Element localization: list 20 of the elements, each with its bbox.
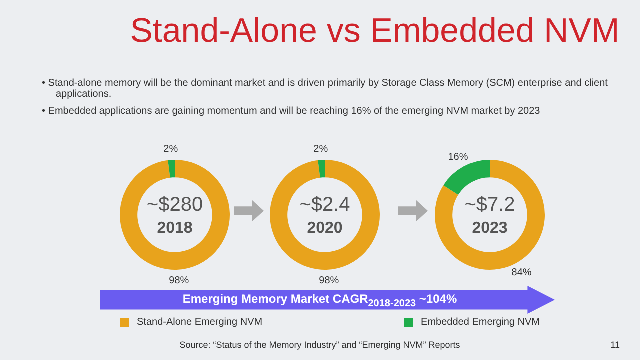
- data-label: 16%: [448, 152, 468, 163]
- text: ~$7.2: [464, 194, 516, 217]
- text: Emerging Memory Market CAGR$_{2018-2023}$ ~104%: [182, 292, 458, 310]
- data-label: 98%: [319, 276, 340, 287]
- text: ~$280: [146, 194, 204, 217]
- chart-title: Stand-Alone vs Embedded NVM: [129, 12, 621, 51]
- text: ~$2.4: [298, 194, 352, 217]
- text: 11: [610, 340, 620, 350]
- legend-label: Embedded Emerging NVM: [420, 317, 540, 328]
- text: • Stand-alone memory will be the dominant market and is driven primarily by Storage Class Memory (SCM) enterprise and client applications.: [42, 78, 609, 100]
- text: 2023: [471, 220, 509, 238]
- text: 2018: [156, 220, 194, 238]
- data-label: 2%: [314, 144, 328, 155]
- data-label: 84%: [512, 268, 532, 279]
- source-note: Source: “Status of the Memory Industry” and “Emerging NVM” Reports: [180, 340, 460, 350]
- data-label: 2%: [164, 144, 178, 155]
- data-label: 98%: [169, 276, 190, 287]
- legend-label: Stand-Alone Emerging NVM: [136, 317, 263, 328]
- text: 2020: [306, 220, 344, 238]
- text: • Embedded applications are gaining momentum and will be reaching 16% of the emerging NVM market by 2023: [42, 106, 542, 117]
